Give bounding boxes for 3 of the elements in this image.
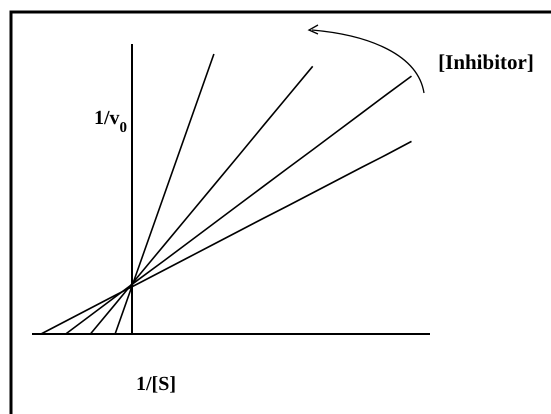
y-axis-title: 1/v$_{0}$ [94,107,127,136]
x-axis-title: 1/[S] [136,373,176,395]
text: [Inhibitor] [438,50,534,74]
